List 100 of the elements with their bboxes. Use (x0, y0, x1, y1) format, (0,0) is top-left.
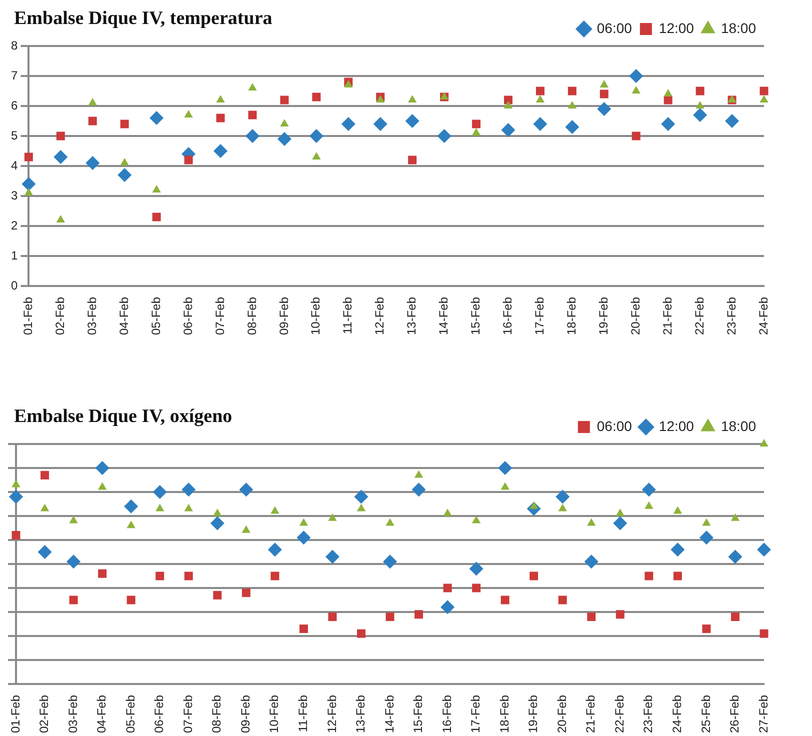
x-tick-label: 07-Feb (212, 296, 227, 336)
point (40, 470, 50, 480)
point (152, 212, 161, 222)
point (437, 128, 452, 143)
point (280, 118, 289, 126)
point (530, 572, 538, 580)
point (184, 110, 193, 118)
point (277, 132, 292, 146)
x-tick-label: 12-Feb (324, 694, 339, 734)
x-tick-label: 13-Feb (404, 296, 419, 336)
x-tick-label: 06-Feb (152, 694, 166, 734)
point (501, 122, 516, 137)
point (66, 554, 81, 569)
point (152, 184, 161, 192)
x-tick-label: 14-Feb (382, 694, 396, 734)
point (309, 128, 324, 143)
chart-title: Embalse Dique IV, temperatura (12, 8, 274, 30)
x-tick-label: 23-Feb (724, 296, 738, 336)
point (587, 612, 596, 622)
point (40, 504, 50, 512)
point (38, 544, 52, 559)
x-tick-label: 23-Feb (641, 694, 656, 734)
point (702, 624, 711, 634)
point (702, 518, 711, 526)
point (472, 516, 481, 524)
point (69, 516, 78, 524)
x-tick-label: 11-Feb (296, 694, 310, 732)
point (9, 490, 23, 504)
point (213, 590, 222, 600)
x-tick-label: 18-Feb (564, 296, 578, 336)
point (214, 144, 228, 158)
point (124, 499, 138, 514)
point (328, 612, 337, 622)
point (536, 86, 544, 96)
point (725, 114, 740, 128)
point (22, 176, 36, 191)
point (126, 596, 136, 604)
point (642, 482, 656, 497)
point (312, 152, 321, 160)
point (632, 86, 640, 94)
y-tick-label: 2 (10, 218, 18, 232)
point (533, 116, 548, 131)
point (568, 100, 577, 108)
point (673, 506, 682, 514)
x-tick-label: 24-Feb (756, 296, 770, 336)
point (248, 82, 257, 90)
x-tick-label: 01-Feb (8, 694, 22, 734)
point (182, 482, 196, 497)
point (536, 94, 545, 102)
point (386, 612, 394, 622)
point (270, 572, 280, 580)
point (498, 461, 512, 475)
point (88, 98, 97, 106)
point (699, 530, 714, 545)
x-tick-label: 20-Feb (554, 694, 569, 734)
point (69, 596, 78, 604)
point (629, 69, 644, 83)
point (405, 114, 420, 128)
legend-label: 18:00 (720, 418, 756, 434)
point (216, 94, 225, 102)
point (443, 508, 452, 516)
x-tick-label: 15-Feb (468, 296, 483, 336)
point (760, 439, 768, 446)
point (156, 572, 164, 580)
x-tick-label: 21-Feb (584, 694, 598, 734)
x-tick-label: 06-Feb (180, 296, 195, 336)
x-tick-label: 11-Feb (340, 296, 355, 334)
point (312, 92, 321, 102)
point (210, 516, 224, 530)
point (24, 188, 34, 196)
point (412, 482, 426, 497)
y-tick-label: 8 (10, 38, 18, 52)
point (328, 513, 337, 521)
x-tick-label: 20-Feb (628, 296, 642, 336)
x-tick-label: 10-Feb (267, 694, 282, 734)
point (472, 128, 481, 136)
x-tick-label: 21-Feb (660, 296, 674, 336)
y-tick-label: 3 (10, 188, 18, 202)
point (664, 88, 672, 96)
point (280, 96, 289, 104)
point (245, 128, 260, 143)
point (443, 584, 452, 592)
point (565, 120, 580, 134)
point (616, 610, 624, 619)
point (239, 482, 254, 497)
x-tick-label: 04-Feb (116, 296, 131, 336)
point (730, 513, 740, 521)
point (268, 542, 282, 557)
point (760, 94, 768, 102)
point (98, 482, 107, 490)
legend-label: 12:00 (658, 418, 694, 434)
point (56, 132, 65, 140)
x-tick-label: 19-Feb (526, 694, 540, 734)
point (644, 572, 654, 580)
point (150, 110, 164, 125)
point (469, 562, 484, 576)
x-tick-label: 22-Feb (692, 296, 706, 336)
x-tick-label: 17-Feb (532, 296, 547, 336)
point (24, 152, 33, 162)
y-tick-label: 4 (10, 158, 18, 172)
